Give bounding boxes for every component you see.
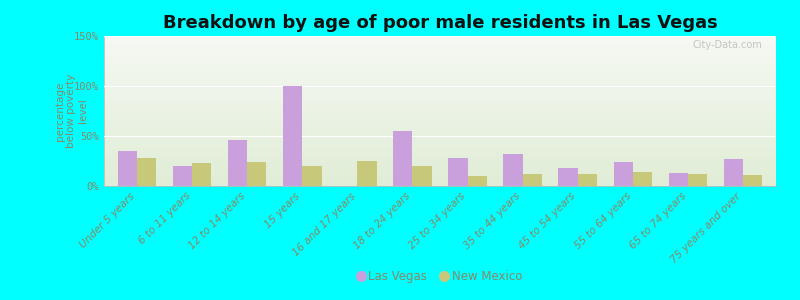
Y-axis label: percentage
below poverty
level: percentage below poverty level — [54, 74, 88, 148]
Title: Breakdown by age of poor male residents in Las Vegas: Breakdown by age of poor male residents … — [162, 14, 718, 32]
Bar — [393, 131, 413, 186]
Bar — [358, 161, 377, 186]
Bar — [724, 159, 743, 186]
Bar — [448, 158, 467, 186]
Bar — [228, 140, 247, 186]
Bar — [558, 168, 578, 186]
Bar — [247, 162, 266, 186]
Bar — [578, 174, 597, 186]
Bar — [522, 174, 542, 186]
Bar — [633, 172, 652, 186]
Legend: Las Vegas, New Mexico: Las Vegas, New Mexico — [353, 266, 527, 288]
Bar — [413, 166, 432, 186]
Bar — [743, 175, 762, 186]
Bar — [669, 173, 688, 186]
Bar — [137, 158, 156, 186]
Bar — [503, 154, 522, 186]
Bar — [192, 163, 211, 186]
Bar — [614, 162, 633, 186]
Bar — [118, 151, 137, 186]
Bar — [467, 176, 487, 186]
Bar — [173, 166, 192, 186]
Bar — [283, 86, 302, 186]
Bar — [688, 174, 707, 186]
Text: City-Data.com: City-Data.com — [693, 40, 762, 50]
Bar — [302, 166, 322, 186]
